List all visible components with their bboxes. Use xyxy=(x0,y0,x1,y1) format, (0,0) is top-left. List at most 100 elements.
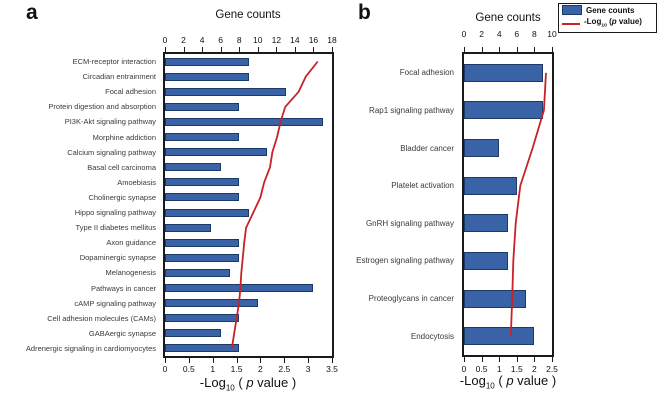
category-label: Focal adhesion xyxy=(399,68,454,78)
top-axis-tick-label: 18 xyxy=(327,35,337,45)
top-axis-tick-label: 4 xyxy=(199,35,205,45)
top-axis-tick-label: 2 xyxy=(479,29,484,39)
bottom-axis-tick xyxy=(332,358,333,363)
category-label: Type II diabetes mellitus xyxy=(75,223,156,233)
gene-count-bar xyxy=(165,163,221,172)
category-label: GABAergic synapse xyxy=(88,328,156,338)
bottom-axis-tick xyxy=(212,358,214,363)
xlabel-text: ( xyxy=(494,373,507,388)
category-label: Adrenergic signaling in cardiomyocytes xyxy=(25,343,156,353)
gene-count-bar xyxy=(165,72,249,81)
category-label: Rap1 signaling pathway xyxy=(369,105,454,115)
bottom-axis-tick-label: 2.5 xyxy=(278,364,291,374)
category-label: Hippo signaling pathway xyxy=(74,208,156,218)
gene-count-bar xyxy=(464,327,535,346)
gene-count-bar xyxy=(165,57,249,66)
category-label: Bladder cancer xyxy=(400,143,454,153)
legend-italic-p: p xyxy=(611,17,617,27)
legend: Gene counts -Log10 (p value) xyxy=(558,3,657,33)
top-axis-tick xyxy=(552,47,553,52)
top-axis-tick xyxy=(516,47,518,52)
top-axis-tick-label: 6 xyxy=(514,29,520,39)
category-label: Cell adhesion molecules (CAMs) xyxy=(47,313,156,323)
xlabel-italic-p: p xyxy=(506,373,514,388)
xlabel-subscript: 10 xyxy=(485,381,495,391)
category-label: Focal adhesion xyxy=(105,87,156,97)
top-axis-tick-label: 2 xyxy=(181,35,186,45)
top-axis-tick-label: 0 xyxy=(461,29,467,39)
bottom-axis-tick xyxy=(188,358,190,363)
category-label: Protein digestion and absorption xyxy=(48,102,156,112)
bottom-axis-tick-label: 1 xyxy=(210,364,216,374)
bottom-axis-tick-label: 2.5 xyxy=(546,364,558,374)
gene-count-bar xyxy=(165,102,240,111)
gene-count-bar xyxy=(464,101,544,120)
bottom-axis-tick-label: 2 xyxy=(258,364,263,374)
bottom-axis-tick-label: 0.5 xyxy=(475,364,488,374)
category-label: Calcium signaling pathway xyxy=(67,147,156,157)
top-axis-tick xyxy=(481,47,483,52)
legend-text: -Log xyxy=(584,17,602,27)
bottom-axis-tick xyxy=(464,357,465,362)
top-axis-tick-label: 10 xyxy=(547,29,557,39)
category-label: Estrogen signaling pathway xyxy=(356,256,454,266)
gene-count-bar xyxy=(464,176,517,195)
xlabel-text: value ) xyxy=(253,375,297,390)
category-label: ECM-receptor interaction xyxy=(72,57,156,67)
gene-count-bar xyxy=(165,133,240,142)
bottom-axis-tick xyxy=(516,357,518,362)
gene-count-bar xyxy=(464,214,508,233)
top-axis-tick xyxy=(239,47,241,52)
bottom-axis-tick-label: 0 xyxy=(461,364,467,374)
top-axis-tick xyxy=(534,47,536,52)
bottom-axis-tick-label: 3.5 xyxy=(326,364,338,374)
legend-item-label: -Log10 (p value) xyxy=(584,17,642,31)
top-axis-tick xyxy=(257,47,259,52)
panel-a-bottom-axis-label: -Log10 ( p value ) xyxy=(200,375,296,393)
panel-b-bottom-axis-label: -Log10 ( p value ) xyxy=(460,373,556,391)
gene-count-bar xyxy=(165,193,240,202)
gene-count-bar xyxy=(165,329,221,338)
bottom-axis-tick-label: 1 xyxy=(496,364,502,374)
category-label: cAMP signaling pathway xyxy=(74,298,156,308)
bar-swatch-icon xyxy=(562,5,582,16)
category-label: Endocytosis xyxy=(410,331,454,341)
category-label: Dopaminergic synapse xyxy=(79,253,156,263)
xlabel-text: ( xyxy=(234,375,247,390)
top-axis-tick-label: 8 xyxy=(532,29,537,39)
top-axis-tick xyxy=(313,47,315,52)
panel-b-plot-box xyxy=(462,52,554,357)
bottom-axis-tick xyxy=(236,358,238,363)
category-label: GnRH signaling pathway xyxy=(365,218,454,228)
gene-count-bar xyxy=(165,299,258,308)
category-label: Melanogenesis xyxy=(105,268,156,278)
legend-item-gene-counts: Gene counts xyxy=(562,5,653,16)
legend-text: value) xyxy=(616,17,642,27)
xlabel-subscript: 10 xyxy=(225,383,235,393)
bottom-axis-tick xyxy=(481,357,483,362)
gene-count-bar xyxy=(165,268,230,277)
gene-count-bar xyxy=(165,344,240,353)
top-axis-tick-label: 14 xyxy=(290,35,300,45)
bottom-axis-tick xyxy=(552,357,553,362)
bottom-axis-tick xyxy=(499,357,501,362)
legend-subscript: 10 xyxy=(601,23,607,29)
category-label: Platelet activation xyxy=(391,181,454,191)
panel-a-plot-box xyxy=(163,52,334,358)
panel-a-top-axis-title: Gene counts xyxy=(215,9,281,21)
category-label: Circadian entrainment xyxy=(82,72,156,82)
top-axis-tick xyxy=(294,47,296,52)
bottom-axis-tick-label: 3 xyxy=(305,364,311,374)
legend-item-label: Gene counts xyxy=(586,5,635,15)
bottom-axis-tick xyxy=(308,358,310,363)
category-label: Cholinergic synapse xyxy=(88,192,156,202)
top-axis-tick xyxy=(464,47,465,52)
category-label: Basal cell carcinoma xyxy=(87,162,156,172)
bottom-axis-tick xyxy=(260,358,262,363)
gene-count-bar xyxy=(165,87,286,96)
bottom-axis-tick xyxy=(284,358,286,363)
top-axis-tick xyxy=(499,47,501,52)
top-axis-tick-label: 6 xyxy=(218,35,224,45)
line-swatch-icon xyxy=(562,22,580,26)
